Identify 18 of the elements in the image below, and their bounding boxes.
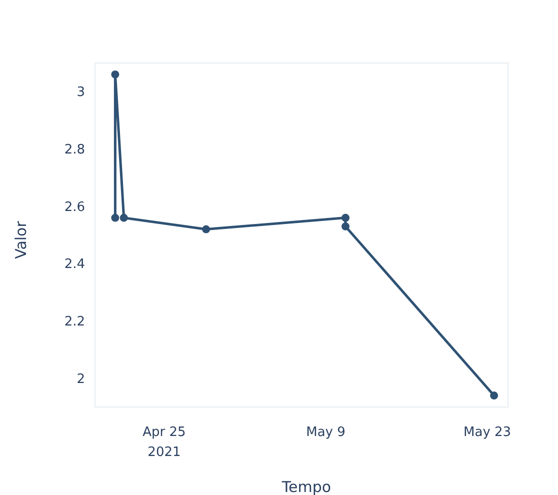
point	[341, 214, 350, 222]
point	[111, 214, 120, 222]
point	[120, 214, 128, 222]
y-tick-label: 3	[76, 85, 85, 100]
y-tick-label: 2.6	[64, 200, 85, 215]
point	[341, 222, 350, 230]
y-tick-label: 2.8	[64, 142, 85, 158]
x-tick-label: Apr 25 2021	[142, 425, 186, 460]
y-tick-label: 2	[76, 372, 85, 387]
point	[490, 392, 498, 400]
y-tick-label: 2.4	[64, 257, 85, 272]
x-tick-label: May 23	[464, 425, 512, 440]
y-axis-title: Valor	[12, 220, 30, 259]
x-tick-label: May 9	[306, 425, 346, 440]
x-axis-title: Tempo	[280, 478, 332, 495]
point	[202, 225, 210, 234]
y-tick-label: 2.2	[64, 314, 85, 330]
point	[111, 70, 120, 78]
